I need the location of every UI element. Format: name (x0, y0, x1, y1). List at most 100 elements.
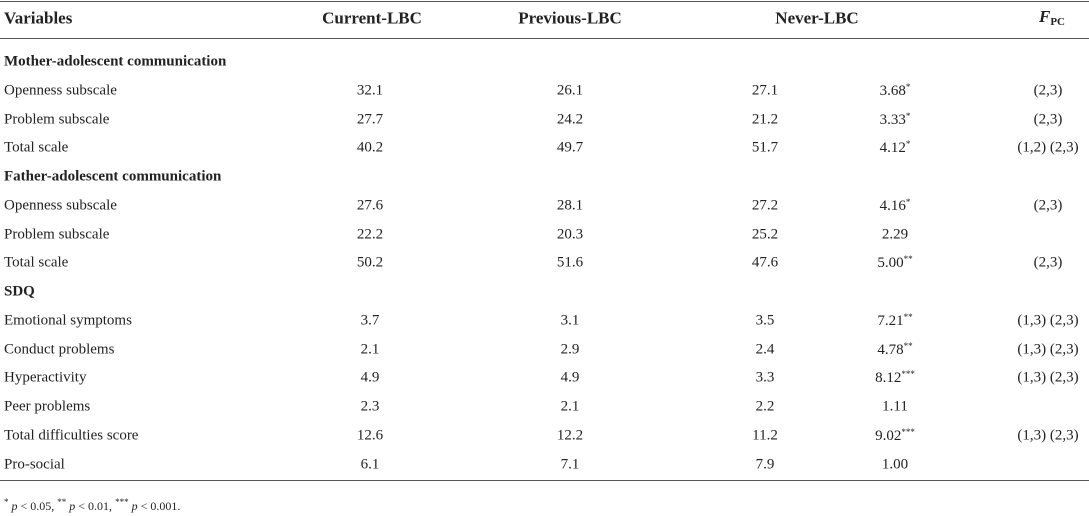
footnote-variable: p (69, 499, 76, 513)
never-value: 3.3 (755, 369, 775, 386)
f-value: 1.11 (882, 399, 908, 415)
pc-value: (2,3) (1033, 82, 1063, 99)
row-label: Peer problems (4, 398, 91, 415)
current-value: 2.1 (360, 341, 380, 357)
previous-value: 26.1 (556, 82, 584, 99)
never-value: 51.7 (751, 139, 779, 156)
current-value: 22.2 (356, 226, 384, 242)
footnote: * p < 0.05, ** p < 0.01, *** p < 0.001. (4, 497, 181, 513)
current-value: 3.7 (360, 312, 380, 329)
footnote-mark: * (4, 497, 9, 507)
f-number: 1.00 (881, 456, 909, 472)
previous-value: 24.2 (556, 111, 584, 127)
previous-value: 20.3 (556, 226, 584, 242)
significance-mark: ** (903, 254, 913, 265)
significance-mark: ** (903, 340, 913, 351)
previous-value: 51.6 (556, 254, 584, 271)
significance-mark: * (905, 196, 911, 207)
current-value: 50.2 (356, 254, 384, 271)
footnote-mark: ** (57, 497, 67, 507)
row-label: Pro-social (4, 456, 65, 472)
current-value: 27.7 (356, 111, 384, 127)
header-subscript: PC (1050, 16, 1066, 28)
current-value: 4.9 (360, 369, 380, 386)
pc-value: (1,3) (2,3) (1017, 427, 1079, 444)
pc-value: (2,3) (1033, 197, 1063, 214)
f-number: 3.68 (879, 82, 906, 99)
footnote-text: < 0.001. (137, 499, 181, 513)
f-number: 3.33 (879, 111, 906, 128)
previous-value: 28.1 (556, 197, 584, 214)
never-value: 2.4 (755, 341, 775, 357)
footnote-text: < 0.01, (75, 499, 116, 513)
f-value: 1.00 (882, 457, 908, 472)
pc-value: (1,3) (2,3) (1017, 312, 1079, 329)
never-value: 25.2 (751, 226, 779, 242)
row-label: Problem subscale (4, 226, 110, 242)
never-value: 2.2 (755, 398, 775, 415)
footnote-mark: *** (115, 497, 129, 507)
bottom-rule (0, 480, 1089, 481)
never-value: 21.2 (751, 111, 779, 127)
never-value: 7.9 (755, 456, 775, 472)
header-cell: Never-LBC (775, 8, 859, 28)
previous-value: 2.9 (560, 341, 580, 357)
header-cell: FPC (1039, 8, 1065, 28)
section-title: Mother-adolescent communication (4, 53, 227, 70)
f-number: 7.21 (877, 312, 904, 329)
f-number: 4.12 (879, 140, 906, 157)
never-value: 47.6 (751, 254, 779, 271)
header-cell: Current-LBC (322, 8, 422, 28)
f-value: 4.12* (880, 140, 911, 156)
footnote-variable: p (11, 499, 18, 513)
row-label: Hyperactivity (4, 369, 87, 386)
f-value: 3.33* (879, 110, 911, 128)
top-rule (0, 1, 1089, 2)
significance-mark: ** (903, 311, 913, 322)
pc-value: (2,3) (1033, 111, 1063, 127)
significance-mark: * (905, 81, 911, 92)
f-number: 4.16 (879, 197, 906, 214)
pc-value: (2,3) (1033, 254, 1063, 271)
f-number: 9.02 (875, 427, 902, 444)
never-value: 27.1 (751, 82, 779, 99)
header-rule (0, 38, 1089, 39)
significance-mark: *** (901, 426, 915, 437)
current-value: 40.2 (356, 139, 384, 156)
f-number: 8.12 (875, 370, 902, 387)
current-value: 6.1 (360, 456, 380, 472)
previous-value: 7.1 (560, 456, 580, 472)
row-label: Openness subscale (4, 82, 117, 99)
previous-value: 3.1 (560, 312, 580, 329)
row-label: Conduct problems (4, 341, 115, 357)
header-symbol: F (1038, 7, 1051, 26)
significance-mark: * (905, 110, 911, 121)
pc-value: (1,2) (2,3) (1017, 139, 1079, 156)
f-value: 4.16* (879, 196, 911, 214)
row-label: Total scale (4, 254, 69, 271)
row-label: Problem subscale (4, 111, 110, 127)
footnote-variable: p (131, 499, 138, 513)
section-title: SDQ (4, 283, 35, 300)
previous-value: 4.9 (560, 369, 580, 386)
never-value: 27.2 (751, 197, 779, 214)
current-value: 12.6 (356, 427, 384, 444)
significance-mark: * (905, 139, 911, 150)
f-value: 3.68* (879, 81, 911, 99)
significance-mark: *** (901, 369, 915, 380)
header-cell: Variables (4, 8, 73, 28)
f-value: 9.02*** (875, 426, 915, 444)
previous-value: 2.1 (560, 398, 580, 415)
header-cell: Previous-LBC (518, 8, 622, 28)
f-number: 5.00 (877, 255, 904, 272)
never-value: 11.2 (752, 427, 778, 444)
pc-value: (1,3) (2,3) (1017, 341, 1079, 357)
section-title: Father-adolescent communication (4, 168, 222, 185)
row-label: Total difficulties score (4, 427, 139, 444)
f-number: 4.78 (877, 341, 904, 358)
f-value: 5.00** (877, 255, 912, 271)
f-value: 4.78** (877, 340, 913, 358)
f-value: 8.12*** (875, 370, 915, 386)
never-value: 3.5 (755, 312, 775, 329)
